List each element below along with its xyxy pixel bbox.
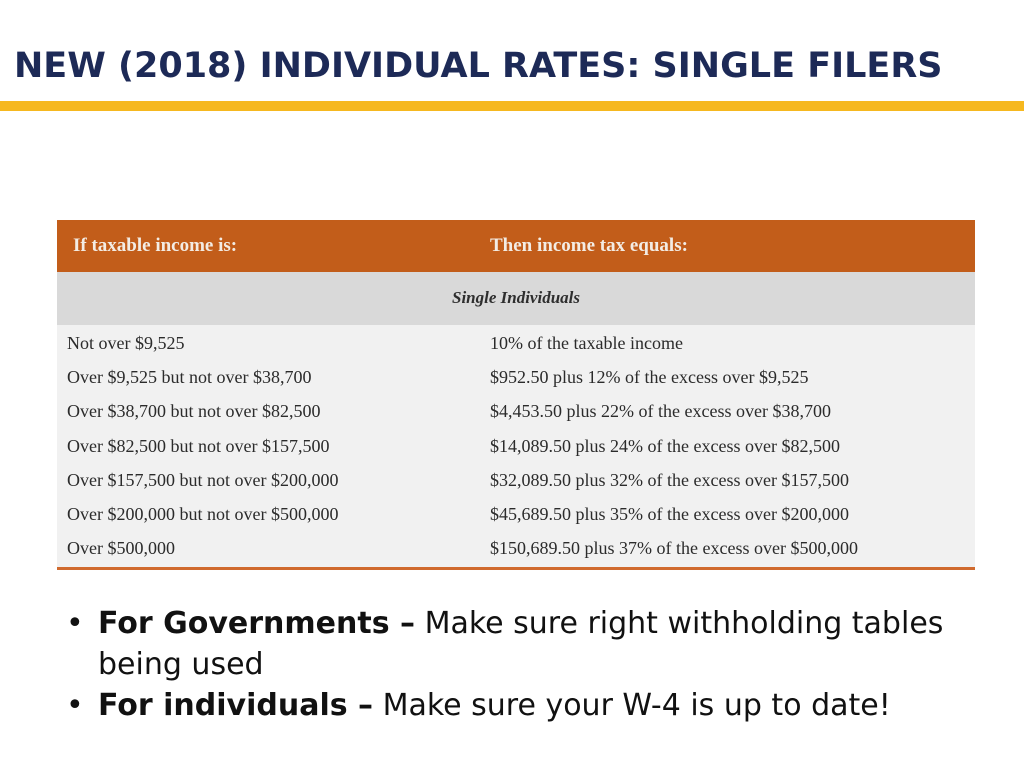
bullet-list: • For Governments – Make sure right with… xyxy=(64,603,964,726)
tax-cell: $4,453.50 plus 22% of the excess over $3… xyxy=(490,401,831,422)
table-header: If taxable income is: Then income tax eq… xyxy=(57,220,975,272)
bullet-lead: For individuals – xyxy=(98,688,374,723)
bullet-text: Make sure right withholding tables being… xyxy=(98,606,944,682)
income-cell: Over $200,000 but not over $500,000 xyxy=(67,503,339,524)
table-row: Not over $9,525 10% of the taxable incom… xyxy=(57,327,975,361)
income-cell: Not over $9,525 xyxy=(67,333,185,353)
table-row: Over $500,000 $150,689.50 plus 37% of th… xyxy=(57,532,975,566)
table-row: Over $9,525 but not over $38,700 $952.50… xyxy=(57,361,975,395)
tax-rate-table: If taxable income is: Then income tax eq… xyxy=(57,220,975,570)
bullet-individuals: • For individuals – Make sure your W-4 i… xyxy=(64,685,964,726)
table-subheader: Single Individuals xyxy=(57,272,975,325)
header-income-tax: Then income tax equals: xyxy=(490,235,688,256)
table-body: Not over $9,525 10% of the taxable incom… xyxy=(57,327,975,566)
tax-cell: $32,089.50 plus 32% of the excess over $… xyxy=(490,469,849,490)
table-row: Over $200,000 but not over $500,000 $45,… xyxy=(57,498,975,532)
bullet-dot-icon: • xyxy=(66,606,84,641)
tax-cell: $150,689.50 plus 37% of the excess over … xyxy=(490,538,858,559)
bullet-governments: • For Governments – Make sure right with… xyxy=(64,603,964,685)
table-row: Over $82,500 but not over $157,500 $14,0… xyxy=(57,430,975,464)
tax-cell: $45,689.50 plus 35% of the excess over $… xyxy=(490,503,849,524)
tax-cell: $14,089.50 plus 24% of the excess over $… xyxy=(490,435,840,456)
table-row: Over $157,500 but not over $200,000 $32,… xyxy=(57,464,975,498)
income-cell: Over $500,000 xyxy=(67,538,175,559)
tax-cell: 10% of the taxable income xyxy=(490,333,683,353)
header-taxable-income: If taxable income is: xyxy=(73,235,238,256)
income-cell: Over $157,500 but not over $200,000 xyxy=(67,469,339,490)
tax-cell: $952.50 plus 12% of the excess over $9,5… xyxy=(490,367,809,388)
income-cell: Over $38,700 but not over $82,500 xyxy=(67,401,321,422)
slide-title: NEW (2018) INDIVIDUAL RATES: SINGLE FILE… xyxy=(14,46,943,86)
income-cell: Over $82,500 but not over $157,500 xyxy=(67,435,330,456)
bullet-lead: For Governments – xyxy=(98,606,416,641)
title-underline xyxy=(0,101,1024,111)
bullet-dot-icon: • xyxy=(66,688,84,723)
subheader-label: Single Individuals xyxy=(451,288,580,307)
table-row: Over $38,700 but not over $82,500 $4,453… xyxy=(57,395,975,429)
income-cell: Over $9,525 but not over $38,700 xyxy=(67,367,312,388)
bullet-text: Make sure your W-4 is up to date! xyxy=(373,688,891,723)
